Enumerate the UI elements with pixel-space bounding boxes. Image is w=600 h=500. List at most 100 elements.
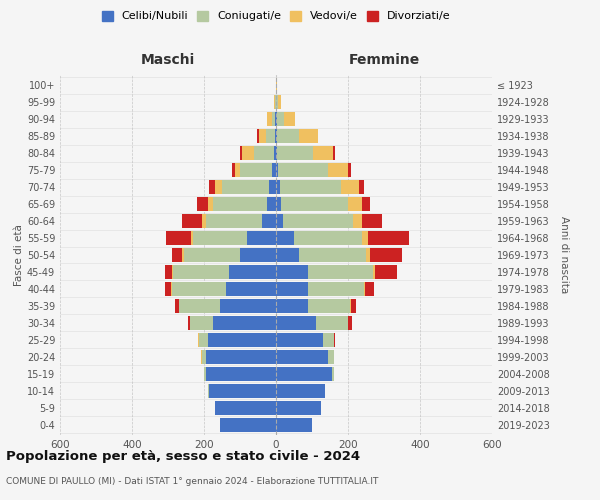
Bar xyxy=(235,163,240,177)
Bar xyxy=(262,214,276,228)
Bar xyxy=(348,163,351,177)
Bar xyxy=(277,129,299,143)
Text: Popolazione per età, sesso e stato civile - 2024: Popolazione per età, sesso e stato civil… xyxy=(6,450,360,463)
Text: COMUNE DI PAULLO (MI) - Dati ISTAT 1° gennaio 2024 - Elaborazione TUTTITALIA.IT: COMUNE DI PAULLO (MI) - Dati ISTAT 1° ge… xyxy=(6,478,379,486)
Y-axis label: Anni di nascita: Anni di nascita xyxy=(559,216,569,294)
Bar xyxy=(193,231,247,245)
Bar xyxy=(308,299,350,313)
Bar xyxy=(275,112,276,126)
Bar xyxy=(240,146,242,160)
Bar xyxy=(197,197,208,211)
Bar xyxy=(333,146,335,160)
Bar xyxy=(276,197,281,211)
Bar xyxy=(316,316,348,330)
Bar xyxy=(277,112,284,126)
Bar xyxy=(276,282,308,296)
Bar xyxy=(308,282,364,296)
Bar xyxy=(328,163,348,177)
Bar xyxy=(209,180,215,194)
Bar xyxy=(308,265,373,279)
Bar xyxy=(276,180,280,194)
Bar xyxy=(276,401,321,415)
Bar xyxy=(269,180,276,194)
Bar xyxy=(172,265,173,279)
Bar xyxy=(222,180,269,194)
Bar xyxy=(275,129,276,143)
Bar xyxy=(359,180,364,194)
Bar xyxy=(199,333,208,347)
Bar xyxy=(266,129,275,143)
Bar xyxy=(353,214,362,228)
Bar xyxy=(362,231,368,245)
Bar xyxy=(276,146,277,160)
Bar xyxy=(277,146,313,160)
Bar xyxy=(213,316,276,330)
Bar xyxy=(370,248,402,262)
Bar xyxy=(348,316,352,330)
Bar xyxy=(179,299,220,313)
Bar xyxy=(220,299,276,313)
Bar xyxy=(276,248,299,262)
Bar xyxy=(171,282,172,296)
Bar xyxy=(191,231,193,245)
Bar xyxy=(267,112,272,126)
Bar xyxy=(323,333,334,347)
Bar xyxy=(373,265,375,279)
Bar xyxy=(277,95,278,109)
Bar xyxy=(299,129,319,143)
Bar xyxy=(299,248,366,262)
Bar xyxy=(276,299,308,313)
Bar xyxy=(362,214,382,228)
Bar xyxy=(259,129,266,143)
Bar xyxy=(182,214,202,228)
Bar xyxy=(208,384,209,398)
Bar xyxy=(278,163,328,177)
Bar xyxy=(284,112,295,126)
Bar xyxy=(276,78,277,92)
Bar xyxy=(328,350,334,364)
Bar xyxy=(348,197,362,211)
Bar xyxy=(206,367,276,381)
Bar xyxy=(257,129,259,143)
Bar xyxy=(206,350,276,364)
Y-axis label: Fasce di età: Fasce di età xyxy=(14,224,24,286)
Bar xyxy=(215,401,276,415)
Bar xyxy=(365,282,374,296)
Bar xyxy=(276,384,325,398)
Bar xyxy=(278,95,281,109)
Bar xyxy=(276,129,277,143)
Bar xyxy=(276,316,316,330)
Bar xyxy=(208,197,213,211)
Bar xyxy=(182,248,184,262)
Bar xyxy=(172,282,226,296)
Bar xyxy=(274,146,276,160)
Bar xyxy=(184,248,240,262)
Bar xyxy=(190,316,213,330)
Bar xyxy=(341,180,359,194)
Bar xyxy=(220,418,276,432)
Bar xyxy=(188,316,190,330)
Bar xyxy=(351,299,356,313)
Bar xyxy=(175,299,179,313)
Bar xyxy=(166,282,171,296)
Bar xyxy=(240,248,276,262)
Bar xyxy=(272,112,275,126)
Bar xyxy=(206,214,262,228)
Bar xyxy=(281,197,348,211)
Bar xyxy=(276,163,278,177)
Bar xyxy=(276,350,328,364)
Bar xyxy=(254,146,274,160)
Bar xyxy=(362,197,370,211)
Bar xyxy=(274,95,275,109)
Bar xyxy=(276,333,323,347)
Bar xyxy=(350,299,351,313)
Bar xyxy=(247,231,276,245)
Bar xyxy=(313,146,333,160)
Bar xyxy=(276,112,277,126)
Bar xyxy=(232,163,235,177)
Bar xyxy=(276,418,312,432)
Text: Femmine: Femmine xyxy=(349,52,419,66)
Bar xyxy=(280,180,341,194)
Bar xyxy=(240,163,272,177)
Bar xyxy=(242,146,254,160)
